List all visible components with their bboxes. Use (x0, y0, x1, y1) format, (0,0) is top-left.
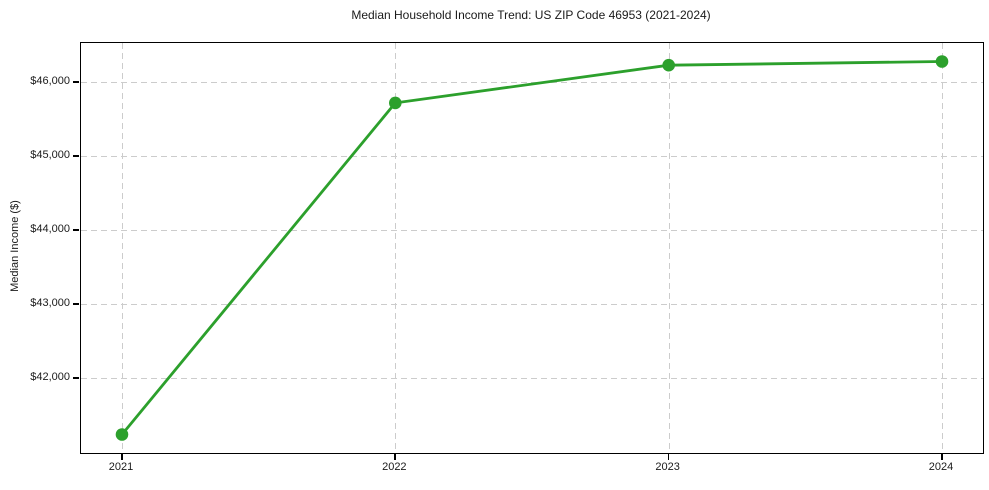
y-tick-label: $42,000 (30, 371, 70, 384)
data-point-marker (935, 55, 949, 68)
x-tick-mark (394, 453, 396, 460)
y-tick-mark (73, 377, 79, 379)
y-tick-label: $45,000 (30, 149, 70, 162)
x-gridline (942, 43, 943, 453)
x-gridline (395, 43, 397, 453)
data-point-marker (389, 96, 402, 110)
y-tick-mark (73, 81, 79, 83)
y-gridline (81, 156, 983, 158)
x-tick-mark (121, 453, 123, 460)
y-gridline (81, 304, 983, 306)
data-point-marker (662, 58, 675, 72)
plot-area (80, 42, 984, 454)
y-tick-mark (73, 229, 79, 231)
x-tick-label: 2023 (655, 461, 680, 473)
y-gridline (81, 230, 983, 232)
x-tick-label: 2022 (382, 461, 407, 473)
y-gridline (81, 378, 983, 380)
x-gridline (122, 43, 123, 453)
y-tick-mark (73, 155, 79, 157)
x-tick-label: 2021 (108, 461, 134, 473)
trend-line-chart (115, 55, 949, 441)
y-tick-mark (73, 303, 79, 305)
x-tick-label: 2024 (928, 461, 954, 473)
data-point-marker (115, 428, 129, 441)
chart-title: Median Household Income Trend: US ZIP Co… (351, 8, 711, 22)
x-tick-mark (667, 453, 670, 460)
y-tick-label: $43,000 (30, 297, 70, 310)
y-tick-label: $46,000 (30, 75, 70, 88)
x-gridline (668, 43, 670, 453)
trend-line (120, 60, 944, 436)
y-tick-label: $44,000 (30, 223, 70, 236)
x-tick-mark (941, 453, 943, 460)
